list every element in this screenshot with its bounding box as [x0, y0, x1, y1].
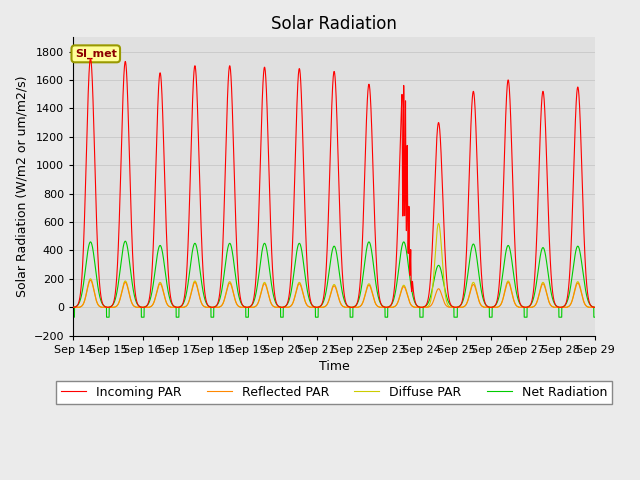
Incoming PAR [591, 304, 599, 310]
Line: Reflected PAR: Reflected PAR [73, 280, 595, 307]
Line: Incoming PAR: Incoming PAR [73, 59, 595, 307]
Reflected PAR [591, 304, 598, 310]
Net Radiation [122, 238, 129, 244]
Reflected PAR [86, 277, 94, 283]
Net Radiation [69, 314, 77, 320]
Title: Solar Radiation: Solar Radiation [271, 15, 397, 33]
Diffuse PAR [163, 300, 171, 306]
Line: Net Radiation: Net Radiation [73, 241, 595, 317]
Reflected PAR [591, 304, 599, 310]
Line: Diffuse PAR: Diffuse PAR [73, 223, 595, 307]
Incoming PAR [69, 304, 77, 310]
Diffuse PAR [69, 304, 77, 310]
Incoming PAR [315, 304, 323, 310]
Y-axis label: Solar Radiation (W/m2 or um/m2/s): Solar Radiation (W/m2 or um/m2/s) [15, 76, 28, 297]
Legend: Incoming PAR, Reflected PAR, Diffuse PAR, Net Radiation: Incoming PAR, Reflected PAR, Diffuse PAR… [56, 381, 612, 404]
Diffuse PAR [591, 304, 599, 310]
Net Radiation [315, 304, 323, 310]
Net Radiation [163, 282, 171, 288]
Diffuse PAR [451, 304, 459, 310]
Net Radiation [422, 303, 430, 309]
Incoming PAR [163, 245, 171, 251]
Reflected PAR [481, 304, 488, 310]
Incoming PAR [591, 304, 598, 310]
Reflected PAR [315, 304, 323, 310]
Diffuse PAR [422, 304, 430, 310]
Diffuse PAR [481, 304, 488, 310]
Net Radiation [481, 300, 488, 306]
Reflected PAR [422, 304, 430, 310]
Net Radiation [591, 314, 598, 320]
Text: SI_met: SI_met [75, 48, 116, 59]
Incoming PAR [481, 299, 488, 304]
Reflected PAR [163, 301, 171, 307]
Diffuse PAR [435, 220, 442, 226]
Net Radiation [591, 314, 599, 320]
Incoming PAR [86, 56, 94, 61]
Diffuse PAR [591, 304, 598, 310]
Diffuse PAR [314, 304, 322, 310]
Net Radiation [451, 314, 459, 320]
Incoming PAR [422, 302, 430, 308]
X-axis label: Time: Time [319, 360, 349, 373]
Incoming PAR [451, 304, 459, 310]
Reflected PAR [69, 304, 77, 310]
Reflected PAR [451, 304, 459, 310]
